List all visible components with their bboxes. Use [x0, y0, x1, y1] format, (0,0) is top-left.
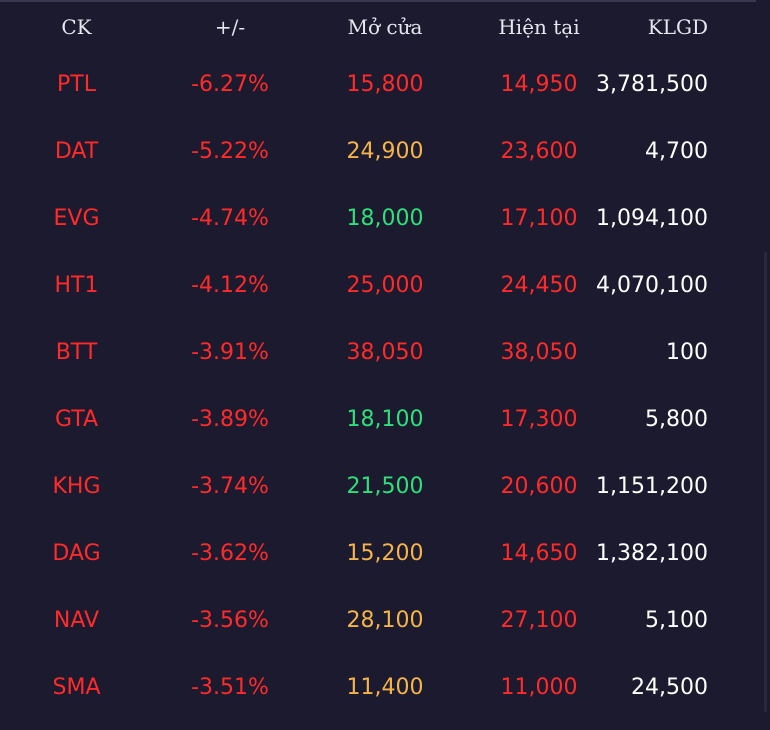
current-price-cell: 17,300 [500, 407, 578, 432]
symbol-cell: HT1 [54, 273, 99, 298]
table-row[interactable]: EVG -4.74% 18,000 17,100 1,094,100 [0, 184, 756, 251]
current-price-cell: 38,050 [500, 340, 578, 365]
change-cell: -3.62% [191, 541, 269, 566]
table-row[interactable]: DAG -3.62% 15,200 14,650 1,382,100 [0, 519, 756, 586]
current-price-cell: 23,600 [500, 139, 578, 164]
volume-cell: 5,100 [645, 608, 708, 633]
current-price-cell: 17,100 [500, 206, 578, 231]
symbol-cell: PTL [57, 72, 96, 97]
open-price-cell: 38,050 [346, 340, 424, 365]
table-row[interactable]: GTA -3.89% 18,100 17,300 5,800 [0, 385, 756, 452]
volume-cell: 1,094,100 [596, 206, 708, 231]
open-price-cell: 15,800 [346, 72, 424, 97]
top-divider [0, 0, 756, 2]
table-row[interactable]: HT1 -4.12% 25,000 24,450 4,070,100 [0, 251, 756, 318]
scrollbar[interactable] [764, 252, 767, 712]
change-cell: -4.74% [191, 206, 269, 231]
change-cell: -3.51% [191, 675, 269, 700]
volume-cell: 4,070,100 [596, 273, 708, 298]
open-price-cell: 15,200 [346, 541, 424, 566]
change-cell: -3.74% [191, 474, 269, 499]
open-price-cell: 21,500 [346, 474, 424, 499]
change-cell: -5.22% [191, 139, 269, 164]
table-row[interactable]: SMA -3.51% 11,400 11,000 24,500 [0, 653, 756, 720]
current-price-cell: 14,950 [500, 72, 578, 97]
header-symbol[interactable]: CK [61, 15, 92, 39]
change-cell: -4.12% [191, 273, 269, 298]
change-cell: -3.56% [191, 608, 269, 633]
open-price-cell: 18,100 [346, 407, 424, 432]
symbol-cell: NAV [53, 608, 100, 633]
open-price-cell: 18,000 [346, 206, 424, 231]
table-row[interactable]: DAT -5.22% 24,900 23,600 4,700 [0, 117, 756, 184]
symbol-cell: BTT [55, 340, 98, 365]
change-cell: -3.91% [191, 340, 269, 365]
open-price-cell: 24,900 [346, 139, 424, 164]
current-price-cell: 20,600 [500, 474, 578, 499]
symbol-cell: EVG [53, 206, 100, 231]
volume-cell: 1,382,100 [596, 541, 708, 566]
table-header: CK +/- Mở cửa Hiện tại KLGD [0, 0, 756, 52]
symbol-cell: KHG [52, 474, 101, 499]
symbol-cell: SMA [52, 675, 101, 700]
volume-cell: 4,700 [645, 139, 708, 164]
open-price-cell: 28,100 [346, 608, 424, 633]
change-cell: -6.27% [191, 72, 269, 97]
volume-cell: 5,800 [645, 407, 708, 432]
change-cell: -3.89% [191, 407, 269, 432]
symbol-cell: DAT [54, 139, 99, 164]
current-price-cell: 27,100 [500, 608, 578, 633]
header-volume[interactable]: KLGD [647, 15, 708, 39]
volume-cell: 3,781,500 [596, 72, 708, 97]
table-row[interactable]: BTT -3.91% 38,050 38,050 100 [0, 318, 756, 385]
current-price-cell: 11,000 [500, 675, 578, 700]
symbol-cell: GTA [54, 407, 99, 432]
volume-cell: 1,151,200 [596, 474, 708, 499]
volume-cell: 24,500 [631, 675, 708, 700]
header-open[interactable]: Mở cửa [347, 15, 423, 39]
open-price-cell: 11,400 [346, 675, 424, 700]
table-row[interactable]: KHG -3.74% 21,500 20,600 1,151,200 [0, 452, 756, 519]
symbol-cell: DAG [52, 541, 101, 566]
current-price-cell: 14,650 [500, 541, 578, 566]
header-current[interactable]: Hiện tại [498, 15, 580, 39]
volume-cell: 100 [666, 340, 708, 365]
table-row[interactable]: PTL -6.27% 15,800 14,950 3,781,500 [0, 50, 756, 117]
header-change[interactable]: +/- [214, 15, 246, 39]
table-row[interactable]: NAV -3.56% 28,100 27,100 5,100 [0, 586, 756, 653]
open-price-cell: 25,000 [346, 273, 424, 298]
current-price-cell: 24,450 [500, 273, 578, 298]
